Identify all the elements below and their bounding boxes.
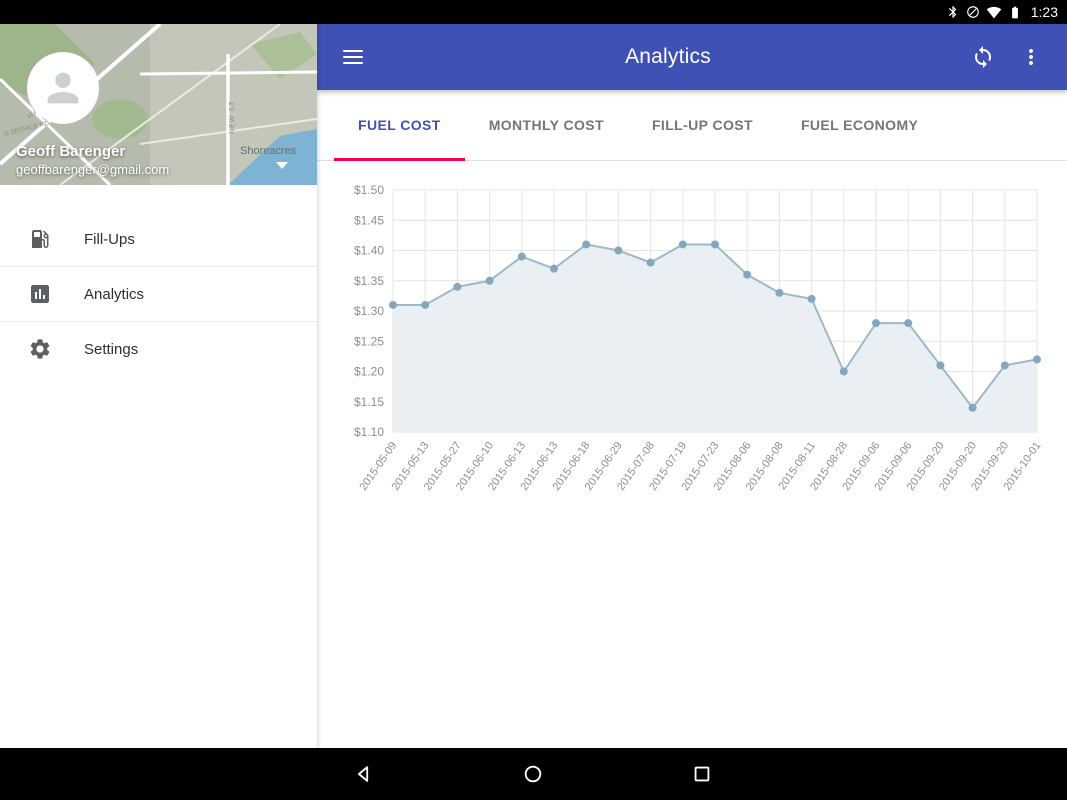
status-bar: 1:23 [0, 0, 1067, 24]
tab-fuel-economy[interactable]: FUEL ECONOMY [777, 90, 942, 160]
svg-text:$1.15: $1.15 [354, 395, 384, 409]
tab-fuel-cost[interactable]: FUEL COST [334, 90, 465, 161]
svg-text:$1.20: $1.20 [354, 365, 384, 379]
drawer-item-fill-ups[interactable]: Fill-Ups [0, 212, 317, 266]
user-email: geoffbarenger@gmail.com [16, 162, 170, 177]
app-bar: Analytics [317, 24, 1067, 90]
tab-monthly-cost[interactable]: MONTHLY COST [465, 90, 628, 160]
map-road-label: NEW ST [229, 101, 236, 134]
divider [0, 321, 317, 322]
android-nav-bar [0, 748, 1067, 800]
user-name: Geoff Barenger [16, 143, 126, 160]
gear-icon [28, 337, 52, 361]
svg-text:$1.10: $1.10 [354, 425, 384, 439]
recents-button[interactable] [670, 748, 734, 800]
wifi-icon [986, 6, 1002, 18]
drawer-item-label: Fill-Ups [84, 230, 135, 248]
menu-icon[interactable] [329, 33, 377, 81]
tab-label: FUEL ECONOMY [800, 117, 919, 133]
map-town-label: Shoreacres [240, 145, 297, 157]
svg-text:$1.45: $1.45 [354, 213, 384, 227]
drawer-menu: Fill-Ups Analytics Settings [0, 185, 317, 376]
tab-label: FILL-UP COST [651, 117, 753, 133]
back-button[interactable] [332, 748, 396, 800]
main-content: Analytics FUEL COST MONTHLY COST FILL-UP… [317, 24, 1067, 748]
user-block: Geoff Barenger geoffbarenger@gmail.com [16, 143, 169, 178]
fuel-cost-chart: $1.10 $1.15 $1.20 $1.25 $1.30 $1.35 $1.40 $1.45… [351, 178, 1051, 518]
home-button[interactable] [501, 748, 565, 800]
hamburger-icon [343, 46, 363, 68]
tab-fill-up-cost[interactable]: FILL-UP COST [628, 90, 777, 160]
overflow-menu-icon[interactable] [1007, 33, 1055, 81]
drawer-item-label: Analytics [84, 285, 145, 303]
bluetooth-icon [948, 6, 957, 18]
signal-off-icon [966, 6, 979, 18]
tab-bar: FUEL COST MONTHLY COST FILL-UP COST FUEL… [317, 90, 1067, 161]
svg-text:$1.30: $1.30 [354, 304, 384, 318]
person-icon [47, 72, 79, 104]
status-time: 1:23 [1030, 4, 1058, 20]
fuel-cost-area-chart: $1.10 $1.15 $1.20 $1.25 $1.30 $1.35 $1.40 $1.45… [354, 183, 1043, 493]
tab-label: FUEL COST [358, 117, 441, 133]
bar-chart-icon [28, 282, 52, 306]
recents-icon [694, 766, 710, 782]
battery-icon [1011, 6, 1018, 18]
svg-text:$1.35: $1.35 [354, 274, 384, 288]
nav-drawer: HARVESTER RD NEW ST S SERVICE RD Shoreac… [0, 24, 317, 748]
drawer-item-analytics[interactable]: Analytics [0, 267, 317, 321]
svg-text:$1.50: $1.50 [354, 183, 384, 197]
drawer-item-settings[interactable]: Settings [0, 322, 317, 376]
svg-text:$1.25: $1.25 [354, 334, 384, 348]
fuel-pump-icon [28, 227, 52, 251]
chevron-down-icon[interactable] [276, 162, 288, 169]
page-title: Analytics [625, 45, 711, 68]
divider [0, 266, 317, 267]
tab-label: MONTHLY COST [488, 117, 604, 133]
home-icon [524, 765, 542, 783]
sync-icon[interactable] [959, 33, 1007, 81]
drawer-item-label: Settings [84, 340, 139, 358]
drawer-header-account[interactable]: HARVESTER RD NEW ST S SERVICE RD Shoreac… [0, 24, 317, 185]
avatar[interactable] [27, 52, 99, 124]
svg-text:$1.40: $1.40 [354, 244, 384, 258]
back-icon [358, 766, 369, 782]
